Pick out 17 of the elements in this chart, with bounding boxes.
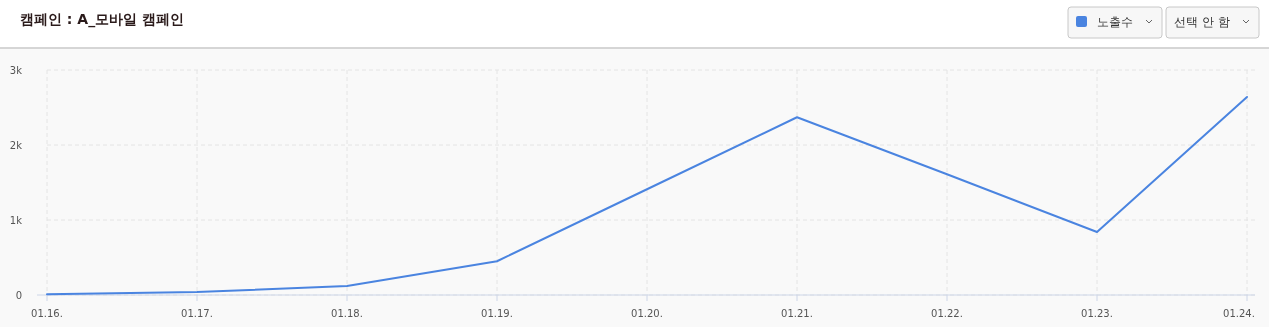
x-tick-label: 01.21. (781, 308, 813, 319)
x-tick-label: 01.19. (481, 308, 513, 319)
x-tick-label: 01.24. (1223, 308, 1255, 319)
y-tick-label: 0 (15, 289, 22, 301)
x-tick-label: 01.17. (181, 308, 213, 319)
x-tick-label: 01.23. (1081, 308, 1113, 319)
chart-title: 캠페인 : A_모바일 캠페인 (20, 11, 185, 28)
y-tick-label: 1k (9, 214, 23, 226)
x-tick-label: 01.18. (331, 308, 363, 319)
line-series (46, 96, 1248, 296)
x-tick-label: 01.22. (931, 308, 963, 319)
x-tick-label: 01.20. (631, 308, 663, 319)
x-tick-label: 01.16. (31, 308, 63, 319)
y-tick-label: 3k (9, 64, 23, 76)
text: 선택 안 함 (1174, 15, 1230, 29)
y-tick-label: 2k (9, 139, 23, 151)
legend-label: 노출수 (1097, 15, 1133, 29)
